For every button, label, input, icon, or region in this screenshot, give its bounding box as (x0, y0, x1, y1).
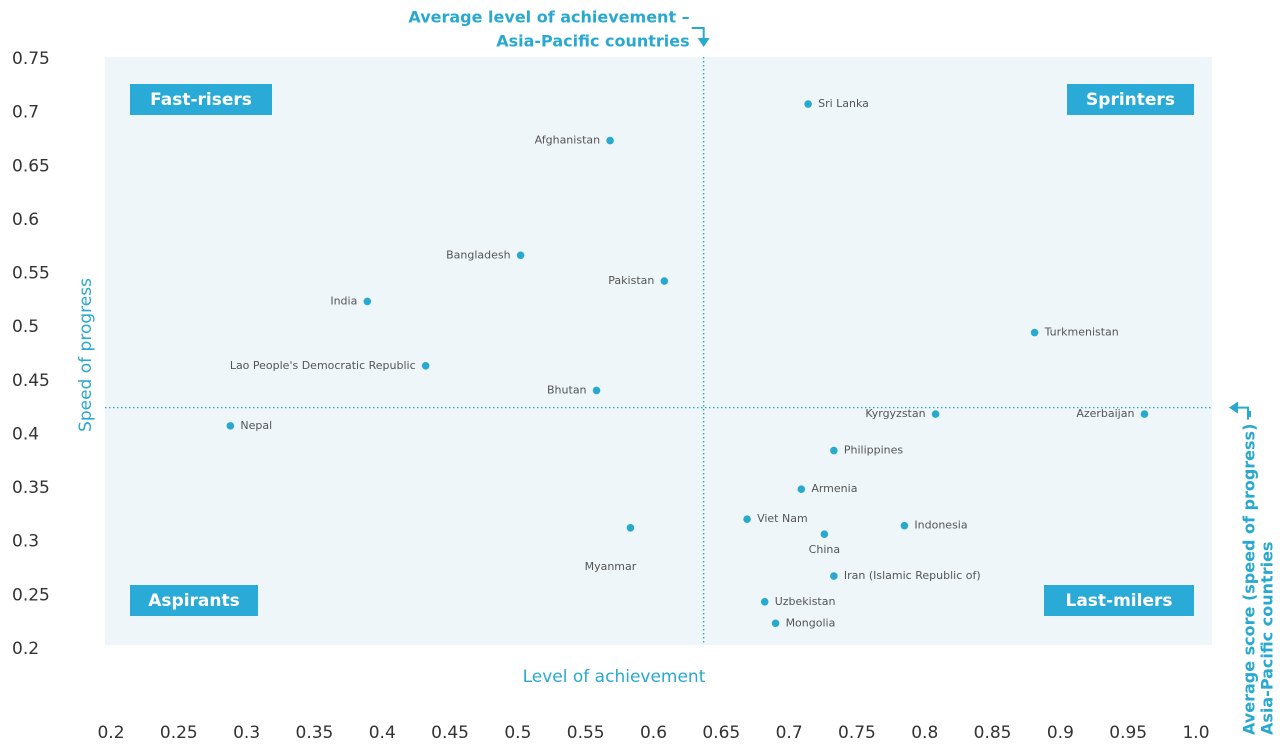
point (931, 410, 940, 418)
avg-y-annotation: Average score (speed of progress) – (1240, 410, 1259, 735)
y-tick-label: 0.3 (12, 532, 39, 552)
point-label: Philippines (844, 444, 904, 457)
y-tick-label: 0.4 (12, 424, 39, 444)
x-tick-label: 0.9 (1047, 723, 1074, 743)
point-label: India (330, 294, 357, 307)
point-label: China (809, 543, 840, 556)
quadrant-label: Sprinters (1086, 90, 1175, 110)
quadrant-label: Aspirants (148, 591, 239, 611)
x-tick-label: 0.8 (911, 723, 938, 743)
point-label: Afghanistan (535, 134, 601, 147)
avg-x-annotation: Average level of achievement – (408, 8, 689, 27)
x-tick-label: 0.25 (160, 723, 198, 743)
x-tick-label: 0.3 (233, 723, 260, 743)
quadrant-label: Fast-risers (150, 90, 252, 110)
y-tick-label: 0.5 (12, 317, 39, 337)
point-label: Viet Nam (757, 512, 808, 525)
arrowhead (697, 38, 710, 47)
point-label: Armenia (811, 482, 857, 495)
x-tick-label: 0.45 (431, 723, 469, 743)
point-label: Turkmenistan (1044, 326, 1119, 339)
y-tick-label: 0.25 (12, 585, 50, 605)
avg-x-annotation: Asia-Pacific countries (496, 32, 689, 51)
point (226, 422, 235, 430)
x-tick-label: 0.95 (1109, 723, 1147, 743)
point (797, 485, 806, 493)
point (626, 523, 635, 532)
y-tick-label: 0.6 (12, 210, 39, 230)
point (516, 251, 525, 260)
point-label: Indonesia (914, 519, 967, 532)
x-tick-label: 0.75 (838, 723, 876, 743)
x-tick-label: 0.55 (567, 723, 605, 743)
y-tick-label: 0.55 (12, 264, 50, 284)
x-tick-label: 0.65 (702, 723, 740, 743)
y-tick-label: 0.2 (12, 639, 39, 659)
x-tick-label: 0.2 (97, 723, 124, 743)
quadrant-box (130, 84, 272, 115)
quadrant-box (1067, 84, 1194, 115)
point (421, 362, 430, 370)
x-tick-label: 0.7 (776, 723, 803, 743)
point (606, 136, 614, 145)
x-tick-label: 0.85 (974, 723, 1012, 743)
point (1030, 328, 1039, 337)
x-tick-label: 0.4 (369, 723, 396, 743)
point-label: Sri Lanka (818, 97, 869, 110)
point (771, 619, 780, 628)
point-label: Myanmar (585, 560, 637, 573)
x-axis-label: Level of achievement (523, 667, 706, 687)
y-axis-label: Speed of progress (76, 278, 96, 432)
point-label: Bhutan (547, 383, 587, 396)
point (830, 572, 838, 580)
point-label: Azerbaijan (1076, 407, 1134, 420)
point (820, 530, 829, 539)
point-label: Uzbekistan (775, 595, 836, 608)
quadrant-box (130, 585, 258, 616)
point-label: Iran (Islamic Republic of) (844, 569, 981, 582)
point-label: Nepal (240, 419, 272, 432)
point (660, 277, 669, 285)
point (900, 521, 909, 530)
point (760, 598, 769, 606)
quadrant-box (1044, 585, 1194, 616)
point (743, 515, 751, 523)
x-tick-label: 0.6 (640, 723, 667, 743)
y-tick-label: 0.45 (12, 371, 50, 391)
point-label: Pakistan (608, 274, 654, 287)
point (1140, 410, 1149, 418)
x-tick-label: 1.0 (1182, 723, 1209, 743)
arrowhead (1229, 401, 1238, 414)
y-tick-label: 0.7 (12, 103, 39, 123)
point-label: Kyrgyzstan (865, 407, 925, 420)
x-tick-label: 0.5 (504, 723, 531, 743)
y-tick-label: 0.35 (12, 478, 50, 498)
point-label: Lao People's Democratic Republic (230, 359, 416, 372)
point (592, 386, 601, 395)
point (804, 100, 812, 108)
y-tick-label: 0.65 (12, 156, 50, 176)
point-label: Bangladesh (446, 248, 511, 261)
point (363, 297, 372, 306)
point-label: Mongolia (786, 616, 836, 629)
y-tick-label: 0.75 (12, 49, 50, 69)
x-tick-label: 0.35 (296, 723, 334, 743)
plot-area (105, 57, 1212, 645)
avg-y-annotation: Asia-Pacific countries (1258, 542, 1277, 735)
point (830, 446, 838, 455)
quadrant-label: Last-milers (1065, 591, 1172, 611)
